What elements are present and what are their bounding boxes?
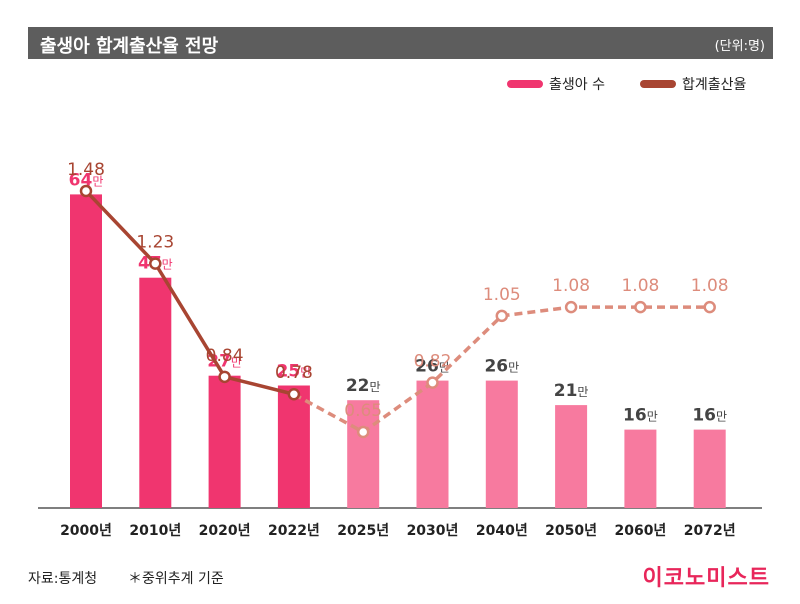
bar-2022년 bbox=[277, 385, 310, 508]
chart-title: 출생아 합계출산율 전망 bbox=[40, 36, 219, 57]
line-point-2050년 bbox=[564, 300, 578, 314]
legend-swatch-births bbox=[507, 80, 543, 88]
line-point-2020년 bbox=[218, 370, 231, 384]
x-tick-2022년: 2022년 bbox=[268, 523, 320, 539]
line-point-2060년 bbox=[634, 300, 647, 314]
bar-2060년 bbox=[624, 429, 657, 508]
x-tick-2040년: 2040년 bbox=[476, 523, 528, 539]
x-tick-2030년: 2030년 bbox=[407, 523, 459, 539]
x-tick-2010년: 2010년 bbox=[129, 523, 181, 539]
bar-2040년 bbox=[485, 380, 518, 508]
unit-label: (단위:명) bbox=[714, 39, 765, 54]
line-label-2000년: 1.48 bbox=[67, 160, 105, 180]
line-point-2000년 bbox=[79, 184, 93, 198]
legend-label-births: 출생아 수 bbox=[549, 77, 605, 93]
line-label-2022년: 0.78 bbox=[275, 363, 313, 383]
bar-label-2040년: 26만 bbox=[484, 357, 519, 377]
bar-2010년 bbox=[139, 277, 172, 508]
x-tick-2020년: 2020년 bbox=[199, 523, 251, 539]
line-point-2030년 bbox=[426, 376, 439, 389]
bar-label-2072년: 16만 bbox=[692, 406, 727, 426]
legend-swatch-fertility bbox=[640, 80, 676, 88]
bar-2020년 bbox=[208, 375, 241, 508]
bar-label-2050년: 21만 bbox=[554, 381, 589, 401]
line-label-2072년: 1.08 bbox=[691, 276, 729, 296]
x-tick-2000년: 2000년 bbox=[60, 523, 112, 539]
bar-2000년 bbox=[70, 194, 102, 508]
line-point-2022년 bbox=[287, 387, 301, 401]
x-tick-2025년: 2025년 bbox=[337, 523, 389, 539]
bar-label-2060년: 16만 bbox=[623, 406, 658, 426]
line-actual bbox=[84, 189, 295, 396]
legend-label-fertility: 합계출산율 bbox=[682, 77, 747, 93]
footnote: ＊중위추계 기준 bbox=[128, 571, 224, 587]
line-point-2072년 bbox=[703, 300, 716, 314]
brand-logo: 이코노미스트 bbox=[642, 566, 770, 591]
x-tick-2050년: 2050년 bbox=[545, 523, 597, 539]
line-label-2020년: 0.84 bbox=[206, 346, 244, 366]
line-label-2025년: 0.65 bbox=[344, 401, 382, 421]
line-point-2025년 bbox=[356, 425, 370, 439]
line-label-2010년: 1.23 bbox=[136, 233, 174, 253]
bar-2025년 bbox=[347, 400, 380, 508]
bar-2030년 bbox=[416, 380, 449, 508]
bar-label-2022년: 25만 bbox=[277, 362, 312, 382]
bar-label-2025년: 22만 bbox=[346, 376, 381, 396]
title-bar: 출생아 합계출산율 전망 (단위:명) bbox=[28, 27, 773, 59]
line-label-2060년: 1.08 bbox=[621, 276, 659, 296]
line-label-2030년: 0.82 bbox=[414, 352, 452, 372]
source-note: 자료:통계청 bbox=[28, 571, 98, 587]
bar-2050년 bbox=[555, 405, 588, 508]
bar-label-2030년: 26만 bbox=[415, 357, 450, 377]
x-tick-2072년: 2072년 bbox=[684, 523, 736, 539]
bar-2072년 bbox=[693, 429, 726, 508]
line-point-2010년 bbox=[149, 257, 162, 270]
line-label-2050년: 1.08 bbox=[552, 276, 590, 296]
x-tick-2060년: 2060년 bbox=[614, 523, 666, 539]
line-point-2040년 bbox=[495, 309, 509, 323]
line-label-2040년: 1.05 bbox=[483, 285, 521, 305]
